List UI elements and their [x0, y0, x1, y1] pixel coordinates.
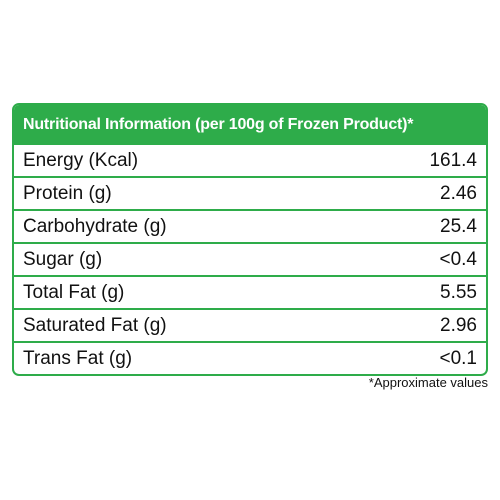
table-row: Protein (g) 2.46 — [14, 176, 486, 209]
nutrition-table: Nutritional Information (per 100g of Fro… — [12, 103, 488, 376]
table-row: Total Fat (g) 5.55 — [14, 275, 486, 308]
nutrient-name: Trans Fat (g) — [23, 347, 133, 369]
nutrient-name: Carbohydrate (g) — [23, 215, 167, 237]
nutrient-value: 5.55 — [440, 281, 477, 303]
nutrient-name: Energy (Kcal) — [23, 149, 139, 171]
table-title: Nutritional Information (per 100g of Fro… — [14, 105, 486, 145]
footnote: *Approximate values — [368, 375, 488, 390]
table-row: Saturated Fat (g) 2.96 — [14, 308, 486, 341]
table-row: Carbohydrate (g) 25.4 — [14, 209, 486, 242]
table-row: Energy (Kcal) 161.4 — [14, 145, 486, 176]
nutrient-value: 161.4 — [429, 149, 477, 171]
nutrient-value: <0.4 — [439, 248, 477, 270]
nutrient-name: Saturated Fat (g) — [23, 314, 167, 336]
nutrient-value: <0.1 — [439, 347, 477, 369]
nutrient-value: 2.46 — [440, 182, 477, 204]
table-row: Sugar (g) <0.4 — [14, 242, 486, 275]
nutrient-name: Total Fat (g) — [23, 281, 125, 303]
nutrient-value: 2.96 — [440, 314, 477, 336]
nutrient-name: Protein (g) — [23, 182, 112, 204]
table-row: Trans Fat (g) <0.1 — [14, 341, 486, 374]
nutrient-value: 25.4 — [440, 215, 477, 237]
nutrient-name: Sugar (g) — [23, 248, 103, 270]
